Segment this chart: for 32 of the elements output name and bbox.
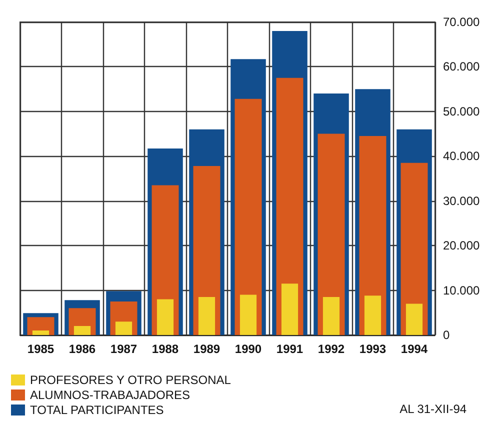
legend-label: TOTAL PARTICIPANTES	[30, 403, 164, 417]
y-tick-label: 60.000	[443, 60, 480, 74]
text: AL 31-XII-94	[400, 402, 467, 416]
bar	[198, 296, 216, 335]
bar	[364, 296, 382, 335]
bar	[406, 304, 423, 335]
y-tick-label: 30.000	[443, 194, 480, 208]
bar	[156, 299, 174, 335]
x-tick-label: 1989	[193, 342, 220, 356]
y-tick-label: 50.000	[443, 104, 480, 118]
x-tick-label: 1985	[27, 342, 54, 356]
legend-label: PROFESORES Y OTRO PERSONAL	[30, 373, 232, 387]
x-tick-label: 1987	[110, 342, 138, 356]
bar	[74, 326, 91, 335]
y-tick-label: 10.000	[443, 283, 480, 298]
y-tick-label: 40.000	[443, 149, 480, 164]
y-tick-label: 70.000	[443, 15, 480, 29]
bar	[281, 284, 298, 335]
bar	[322, 296, 340, 335]
x-tick-label: 1993	[359, 342, 386, 356]
x-tick-label: 1994	[400, 342, 428, 356]
x-tick-label: 1986	[68, 342, 96, 356]
x-tick-label: 1991	[276, 342, 304, 356]
x-tick-label: 1992	[318, 342, 345, 356]
bar	[32, 330, 50, 335]
legend-label: ALUMNOS-TRABAJADORES	[30, 388, 190, 402]
x-tick-label: 1990	[234, 342, 262, 356]
y-tick-label: 0	[443, 328, 450, 342]
y-tick-label: 20.000	[443, 238, 480, 253]
x-tick-label: 1988	[152, 342, 179, 356]
bar	[115, 322, 132, 335]
bar	[240, 294, 257, 335]
